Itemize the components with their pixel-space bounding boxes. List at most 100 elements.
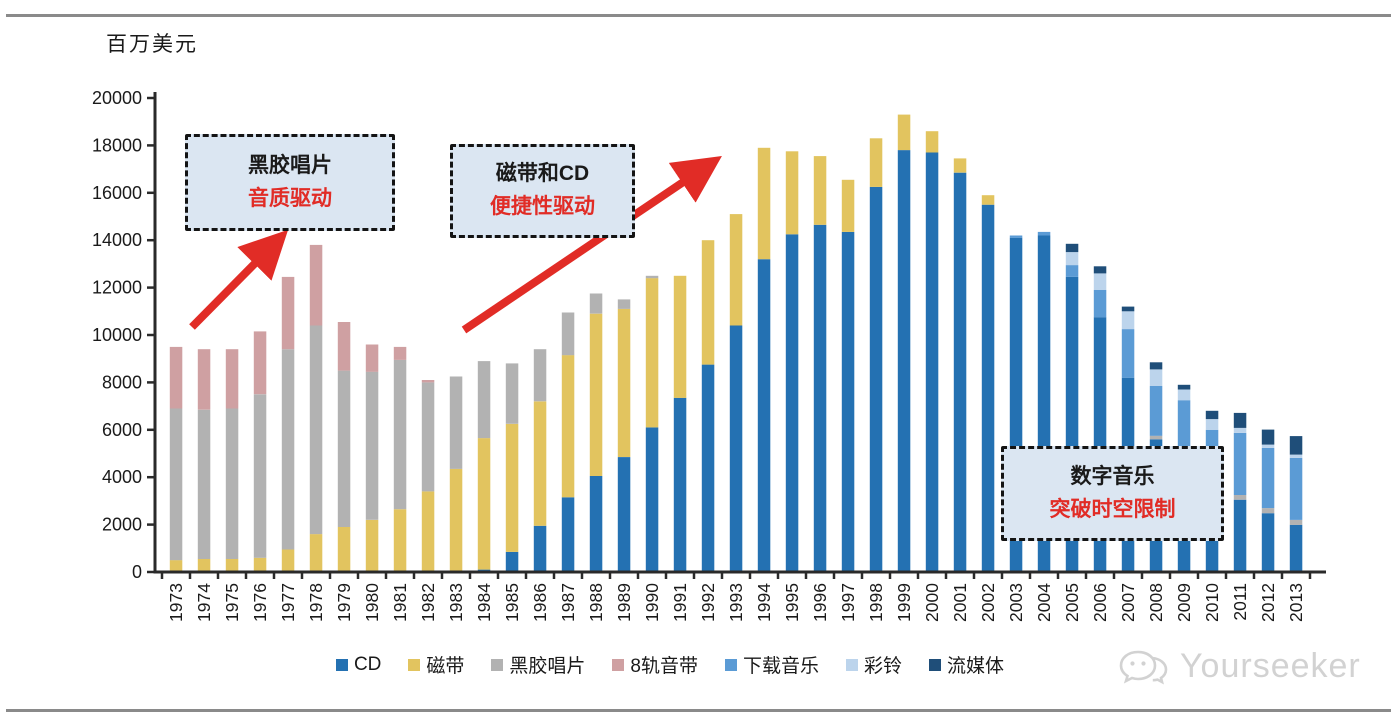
trend-arrow-vinyl — [189, 229, 289, 330]
legend-swatch — [846, 658, 859, 671]
y-tick-label: 10000 — [92, 325, 142, 345]
bar-segment-1989 — [617, 299, 631, 309]
bar-segment-1981 — [393, 509, 407, 572]
bar-segment-2010 — [1205, 419, 1219, 430]
x-tick-label: 2013 — [1286, 583, 1306, 622]
legend-item-1: 磁带 — [408, 651, 464, 678]
bar-segment-1998 — [869, 186, 883, 572]
x-tick-label: 1981 — [390, 583, 410, 622]
bar-segment-1982 — [421, 380, 435, 383]
x-tick-label: 1991 — [670, 583, 690, 622]
legend-swatch — [929, 658, 942, 671]
bar-segment-1999 — [897, 114, 911, 151]
bar-segment-1983 — [449, 468, 463, 572]
x-tick-label: 1992 — [698, 583, 718, 622]
bar-segment-2013 — [1289, 519, 1303, 525]
bar-segment-1981 — [393, 359, 407, 510]
wechat-icon — [1119, 650, 1168, 685]
x-tick-label: 1985 — [502, 583, 522, 622]
bar-segment-1986 — [533, 349, 547, 402]
bar-segment-1997 — [841, 179, 855, 232]
legend-item-6: 流媒体 — [929, 651, 1004, 678]
legend-swatch — [408, 658, 421, 671]
bar-segment-2008 — [1149, 369, 1163, 386]
bar-segment-1994 — [757, 259, 771, 572]
x-tick-label: 1982 — [418, 583, 438, 622]
x-tick-label: 1989 — [614, 583, 634, 622]
bar-segment-1987 — [561, 497, 575, 572]
bar-segment-1990 — [645, 275, 659, 279]
y-tick-label: 2000 — [102, 515, 142, 535]
x-tick-label: 1978 — [306, 583, 326, 622]
bar-segment-2012 — [1261, 447, 1275, 509]
x-tick-label: 2003 — [1006, 583, 1026, 622]
y-tick-label: 8000 — [102, 372, 142, 392]
callout-cassette-cd: 磁带和CD 便捷性驱动 — [450, 144, 635, 238]
bar-segment-1998 — [869, 138, 883, 187]
bar-segment-1986 — [533, 525, 547, 572]
bar-segment-2001 — [953, 172, 967, 572]
x-tick-label: 1997 — [838, 583, 858, 622]
watermark: Yourseeker — [1118, 644, 1361, 688]
bar-segment-1975 — [225, 349, 239, 409]
legend-label: 磁带 — [426, 656, 465, 677]
x-tick-label: 1986 — [530, 583, 550, 622]
legend-item-4: 下载音乐 — [725, 651, 819, 678]
x-tick-label: 1977 — [278, 583, 298, 622]
callout-vinyl-title: 黑胶唱片 — [248, 153, 332, 177]
bar-segment-1990 — [645, 427, 659, 572]
x-tick-label: 2009 — [1174, 583, 1194, 622]
bar-segment-1989 — [617, 308, 631, 457]
bar-segment-1980 — [365, 344, 379, 372]
x-tick-label: 1983 — [446, 583, 466, 622]
bar-segment-1990 — [645, 278, 659, 428]
bar-segment-1976 — [253, 557, 267, 572]
x-tick-label: 1999 — [894, 583, 914, 622]
x-tick-label: 1979 — [334, 583, 354, 622]
x-tick-label: 1973 — [166, 583, 186, 622]
y-tick-label: 20000 — [92, 88, 142, 108]
bar-segment-2013 — [1289, 454, 1303, 458]
bar-segment-1996 — [813, 156, 827, 225]
bar-segment-2004 — [1037, 231, 1051, 236]
bar-segment-1982 — [421, 491, 435, 572]
legend-label: 流媒体 — [947, 656, 1005, 677]
bar-segment-1988 — [589, 476, 603, 572]
y-tick-label: 14000 — [92, 230, 142, 250]
x-tick-label: 1996 — [810, 583, 830, 622]
callout-digital-subtitle: 突破时空限制 — [1049, 497, 1176, 521]
bar-segment-2013 — [1289, 457, 1303, 520]
bar-segment-2000 — [925, 152, 939, 572]
x-tick-label: 2008 — [1146, 583, 1166, 622]
bar-segment-1975 — [225, 408, 239, 559]
trend-arrows-group — [189, 155, 722, 334]
bar-segment-1976 — [253, 331, 267, 395]
legend-label: CD — [353, 653, 382, 675]
bar-segment-1992 — [701, 240, 715, 365]
bar-segment-2011 — [1233, 499, 1247, 572]
x-tick-label: 2002 — [978, 583, 998, 622]
x-tick-label: 1974 — [194, 583, 214, 622]
bar-segment-2008 — [1149, 386, 1163, 436]
watermark-text: Yourseeker — [1180, 646, 1361, 685]
bar-segment-2003 — [1009, 235, 1023, 238]
axes-group: 0 2000 4000 6000 8000 10000 12000 14000 16000 180… — [92, 88, 1326, 622]
bar-segment-2008 — [1149, 435, 1163, 440]
bar-segment-2011 — [1233, 432, 1247, 495]
bar-segment-1974 — [197, 559, 211, 572]
bar-segment-1991 — [673, 397, 687, 572]
bar-segment-1993 — [729, 214, 743, 326]
bar-segment-1979 — [337, 527, 351, 572]
callout-vinyl: 黑胶唱片 音质驱动 — [185, 134, 395, 231]
x-tick-label: 2007 — [1118, 583, 1138, 622]
bar-segment-2012 — [1261, 508, 1275, 514]
bar-segment-1973 — [169, 560, 183, 572]
bar-segment-1996 — [813, 224, 827, 573]
y-axis-unit-label: 百万美元 — [106, 33, 198, 56]
bar-segment-2002 — [981, 195, 995, 205]
legend-item-0: CD — [335, 653, 382, 676]
legend-item-5: 彩铃 — [846, 651, 902, 678]
bar-segment-1978 — [309, 244, 323, 326]
bar-segment-1987 — [561, 312, 575, 356]
bar-segment-2012 — [1261, 444, 1275, 448]
